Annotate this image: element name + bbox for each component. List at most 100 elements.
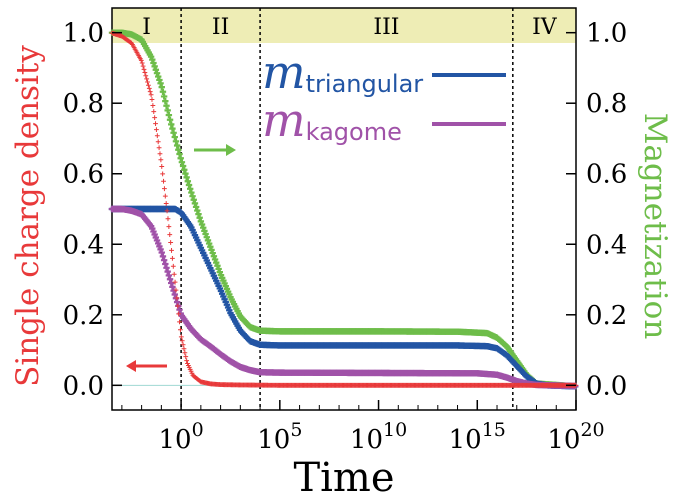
series-point <box>152 115 158 120</box>
region-label-i: I <box>142 15 151 40</box>
x-axis-label: Time <box>293 455 394 499</box>
y-tick-label-left: 0.0 <box>63 371 104 401</box>
series-point <box>163 201 169 206</box>
series-point <box>180 342 186 348</box>
series-point <box>165 216 171 222</box>
x-tick-base: 10 <box>547 425 580 455</box>
direction-arrows <box>126 144 236 372</box>
x-tick-exponent: 15 <box>482 419 506 441</box>
series-point <box>172 279 178 285</box>
left-axis-arrowhead <box>126 360 136 372</box>
series-point <box>140 63 146 69</box>
series-point <box>169 283 176 291</box>
y-tick-label-left: 0.6 <box>63 160 104 190</box>
series-magnetization <box>108 29 579 390</box>
series-point <box>179 162 187 170</box>
series-point <box>160 171 166 177</box>
x-tick-label: 100 <box>159 419 204 455</box>
series-point <box>159 88 167 95</box>
series-point <box>165 272 173 279</box>
series-point <box>170 129 177 137</box>
series-point <box>182 170 189 177</box>
series-point <box>158 157 164 163</box>
series-point <box>172 138 180 145</box>
series-point <box>171 271 177 277</box>
series-point <box>166 116 174 123</box>
series-point <box>143 73 149 79</box>
y-tick-label-right: 0.6 <box>586 160 627 190</box>
series-point <box>153 121 158 127</box>
series-point <box>189 192 196 200</box>
series-point <box>165 111 173 119</box>
legend-symbol: m <box>262 45 306 99</box>
legend-symbol: m <box>262 93 306 147</box>
series-point <box>154 133 160 139</box>
series-point <box>148 92 154 98</box>
series-point <box>149 97 155 102</box>
x-tick-base: 10 <box>257 425 290 455</box>
series-point <box>191 200 199 207</box>
y-axis-label-right: Magnetization <box>637 113 673 340</box>
series-point <box>185 181 193 189</box>
series-point <box>178 334 184 340</box>
y-tick-label-right: 0.0 <box>586 371 627 401</box>
series-point <box>171 133 178 141</box>
series-point <box>149 56 156 63</box>
series-point <box>161 178 166 184</box>
series-point <box>168 279 175 287</box>
x-tick-exponent: 20 <box>580 419 604 441</box>
series-point <box>147 89 153 94</box>
series-point <box>145 79 150 85</box>
series-point <box>181 166 188 173</box>
y-tick-label-left: 0.4 <box>63 230 104 260</box>
series-point <box>151 109 157 114</box>
series-point <box>162 193 168 199</box>
series-point <box>176 306 183 313</box>
x-tick-exponent: 0 <box>192 419 204 441</box>
series-point <box>196 214 203 221</box>
series-point <box>152 66 160 73</box>
series-point <box>153 69 161 77</box>
series-point <box>151 63 158 70</box>
region-label-iii: III <box>373 15 399 40</box>
series-point <box>162 260 169 268</box>
series-point <box>144 76 150 82</box>
series-point <box>159 164 165 169</box>
series-point <box>160 257 168 264</box>
series-point <box>164 208 170 214</box>
series-point <box>156 76 163 84</box>
series-point <box>169 125 176 132</box>
series-point <box>139 60 145 66</box>
legend-subscript: kagome <box>306 118 402 146</box>
series-point <box>188 189 195 196</box>
series-point <box>159 253 167 260</box>
series-point <box>150 59 157 67</box>
series-point <box>156 145 162 151</box>
series-point <box>154 127 159 133</box>
x-tick-label: 1020 <box>547 419 604 455</box>
x-tick-label: 1015 <box>449 419 506 455</box>
legend-subscript: triangular <box>306 70 424 98</box>
series-point <box>162 186 167 192</box>
y-tick-label-right: 0.8 <box>586 89 627 119</box>
series-point <box>177 319 182 325</box>
series-point <box>164 107 171 114</box>
series-point <box>157 151 163 157</box>
series-point <box>181 346 187 352</box>
series-point <box>195 210 202 218</box>
series-point <box>183 174 190 181</box>
series-point <box>182 350 188 356</box>
x-tick-exponent: 10 <box>383 419 407 441</box>
series-point <box>184 358 190 364</box>
series-point <box>163 102 170 109</box>
region-label-iv: IV <box>532 15 558 40</box>
series-point <box>176 150 183 158</box>
legend-label-triangular: mtriangular <box>262 45 423 99</box>
series-point <box>138 57 144 63</box>
y-tick-label-right: 0.4 <box>586 230 627 260</box>
series-point <box>173 142 181 149</box>
series-point <box>194 207 201 214</box>
y-tick-label-left: 0.2 <box>63 301 104 331</box>
series-point <box>171 291 178 298</box>
